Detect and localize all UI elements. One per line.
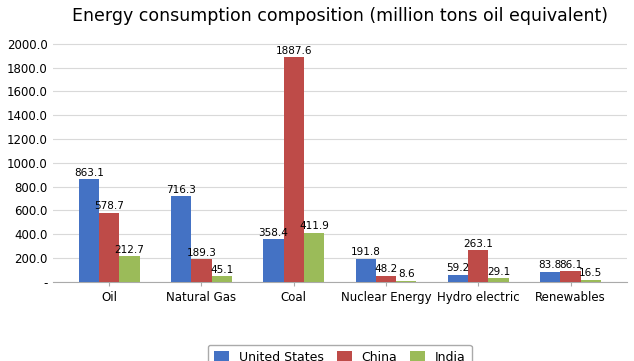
Bar <box>283 57 304 282</box>
Text: 45.1: 45.1 <box>210 265 233 275</box>
Bar <box>79 179 99 282</box>
Bar <box>376 276 396 282</box>
Text: 263.1: 263.1 <box>463 239 493 249</box>
Bar <box>99 213 119 282</box>
Text: 86.1: 86.1 <box>559 260 582 270</box>
Bar <box>581 280 601 282</box>
Bar <box>488 278 508 282</box>
Bar <box>263 239 283 282</box>
Text: 189.3: 189.3 <box>186 248 216 258</box>
Text: 83.8: 83.8 <box>538 260 562 270</box>
Bar <box>468 250 488 282</box>
Bar <box>396 280 417 282</box>
Bar <box>448 275 468 282</box>
Bar <box>356 259 376 282</box>
Text: 1887.6: 1887.6 <box>276 46 312 56</box>
Text: 863.1: 863.1 <box>74 168 104 178</box>
Bar <box>171 196 191 282</box>
Bar <box>560 271 581 282</box>
Bar <box>540 271 560 282</box>
Text: 16.5: 16.5 <box>579 268 602 278</box>
Text: 578.7: 578.7 <box>94 201 124 212</box>
Title: Energy consumption composition (million tons oil equivalent): Energy consumption composition (million … <box>72 7 608 25</box>
Bar <box>212 276 232 282</box>
Bar <box>304 232 324 282</box>
Bar <box>119 256 139 282</box>
Text: 716.3: 716.3 <box>166 185 196 195</box>
Text: 358.4: 358.4 <box>259 227 288 238</box>
Bar <box>191 259 212 282</box>
Text: 191.8: 191.8 <box>351 247 380 257</box>
Text: 29.1: 29.1 <box>487 267 510 277</box>
Text: 8.6: 8.6 <box>398 269 415 279</box>
Text: 212.7: 212.7 <box>115 245 145 255</box>
Text: 411.9: 411.9 <box>299 221 329 231</box>
Text: 48.2: 48.2 <box>374 264 398 274</box>
Legend: United States, China, India: United States, China, India <box>208 345 472 361</box>
Text: 59.2: 59.2 <box>446 263 470 273</box>
